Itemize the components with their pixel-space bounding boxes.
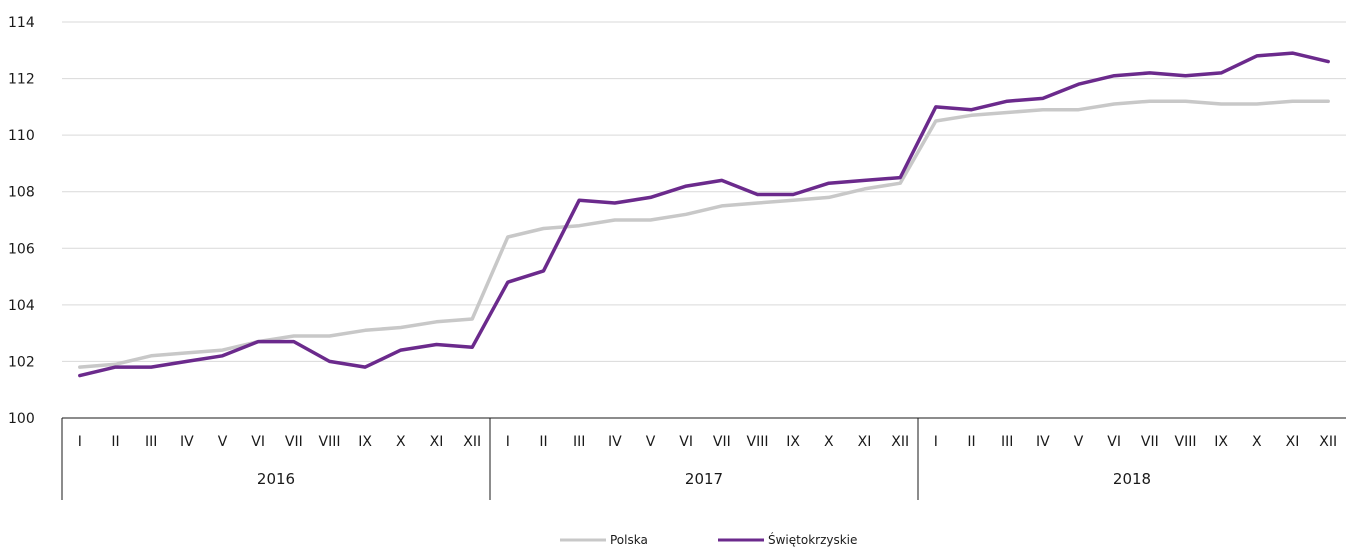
x-tick-label: X xyxy=(824,434,834,450)
x-tick-label: II xyxy=(111,434,119,450)
plot-area xyxy=(78,51,1330,378)
x-tick-label: VII xyxy=(1141,434,1159,450)
series-line-swietokrzyskie xyxy=(78,51,1330,378)
x-tick-label: XI xyxy=(1286,434,1300,450)
x-tick-label: IX xyxy=(358,434,372,450)
year-label: 2018 xyxy=(1113,470,1151,488)
y-tick-label: 104 xyxy=(8,298,35,314)
x-tick-label: IV xyxy=(608,434,622,450)
legend-label: Świętokrzyskie xyxy=(768,532,857,547)
x-tick-label: VIII xyxy=(747,434,769,450)
y-tick-label: 112 xyxy=(8,72,35,88)
x-tick-label: IX xyxy=(1214,434,1228,450)
x-tick-label: V xyxy=(218,434,228,450)
x-tick-label: VI xyxy=(679,434,693,450)
y-tick-label: 114 xyxy=(8,15,35,31)
x-tick-label: VI xyxy=(251,434,265,450)
gridlines xyxy=(62,21,1346,419)
x-tick-label: I xyxy=(506,434,510,450)
x-tick-label: III xyxy=(145,434,157,450)
y-tick-label: 102 xyxy=(8,354,35,370)
year-label: 2017 xyxy=(685,470,723,488)
y-tick-label: 100 xyxy=(8,411,35,427)
y-axis: 100 102 104 106 108 110 112 114 xyxy=(8,15,35,427)
x-tick-label: II xyxy=(539,434,547,450)
x-tick-label: XII xyxy=(891,434,909,450)
x-tick-label: V xyxy=(1074,434,1084,450)
x-tick-label: XI xyxy=(430,434,444,450)
x-tick-label: IX xyxy=(786,434,800,450)
x-tick-label: VI xyxy=(1107,434,1121,450)
x-tick-label: XII xyxy=(463,434,481,450)
x-tick-label: XI xyxy=(858,434,872,450)
x-tick-label: I xyxy=(78,434,82,450)
legend: Polska Świętokrzyskie xyxy=(560,532,857,547)
x-tick-label: III xyxy=(1001,434,1013,450)
year-label: 2016 xyxy=(257,470,295,488)
x-tick-label: XII xyxy=(1319,434,1337,450)
y-tick-label: 108 xyxy=(8,185,35,201)
x-tick-label: VII xyxy=(713,434,731,450)
series-line-polska xyxy=(78,99,1330,369)
y-tick-label: 106 xyxy=(8,241,35,257)
x-tick-label: VIII xyxy=(319,434,341,450)
x-tick-label: I xyxy=(934,434,938,450)
x-tick-label: X xyxy=(1252,434,1262,450)
legend-label: Polska xyxy=(610,533,648,547)
x-tick-label: IV xyxy=(1036,434,1050,450)
x-tick-label: VII xyxy=(285,434,303,450)
x-axis: I II III IV V VI VII VIII IX X XI XII I II III IV V VI VII… xyxy=(61,418,1337,500)
y-tick-label: 110 xyxy=(8,128,35,144)
x-tick-label: X xyxy=(396,434,406,450)
x-tick-label: II xyxy=(967,434,975,450)
x-tick-label: VIII xyxy=(1175,434,1197,450)
x-tick-label: IV xyxy=(180,434,194,450)
x-tick-label: III xyxy=(573,434,585,450)
x-tick-label: V xyxy=(646,434,656,450)
